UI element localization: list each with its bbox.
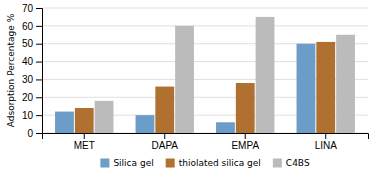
grid-line (42, 8, 368, 9)
grid-line (42, 25, 368, 26)
tick: EMPA (231, 133, 259, 151)
series (75, 42, 335, 133)
tick: 0 (27, 128, 42, 139)
tick-label: EMPA (231, 140, 259, 151)
legend-swatch (273, 159, 282, 168)
legend-swatch (100, 159, 109, 168)
tick-mark (245, 133, 246, 139)
bar (297, 44, 316, 133)
tick-label: 70 (22, 3, 34, 14)
legend-item: Silica gel (100, 158, 153, 168)
bar (75, 108, 94, 133)
legend-item: thiolated silica gel (166, 158, 261, 168)
y-axis: 0 10 20 30 40 50 60 70 (22, 3, 43, 139)
bar (236, 83, 255, 133)
tick-label: DAPA (152, 140, 179, 151)
bar (175, 26, 194, 133)
bar (256, 17, 275, 133)
tick: 20 (22, 92, 42, 103)
chart: 0 10 20 30 40 50 60 70 MET DAPA EMPA LINA Adsorption… (0, 0, 378, 173)
tick-mark (164, 133, 165, 139)
tick-mark (36, 62, 42, 63)
tick: 40 (22, 56, 42, 67)
axis-line (43, 134, 369, 140)
tick: MET (74, 133, 95, 151)
tick-label: 10 (22, 110, 34, 121)
tick-label: LINA (315, 140, 338, 151)
bar (336, 35, 355, 133)
bar (216, 122, 235, 133)
tick-label: 20 (22, 92, 34, 103)
tick-mark (325, 133, 326, 139)
plot: 0 10 20 30 40 50 60 70 MET DAPA EMPA LINA (22, 3, 369, 151)
tick: 70 (22, 3, 42, 14)
bar (136, 115, 155, 133)
series (95, 17, 355, 133)
legend-item: C4BS (273, 158, 310, 168)
tick-label: 30 (22, 74, 34, 85)
axis-line (36, 9, 43, 134)
tick-mark (36, 8, 42, 9)
tick-mark (36, 26, 42, 27)
x-axis: MET DAPA EMPA LINA (43, 133, 369, 151)
tick-label: 50 (22, 38, 34, 49)
y-axis-title: Adsorption Percentage % (6, 13, 16, 127)
tick-label: 0 (27, 128, 33, 139)
tick: 60 (22, 21, 42, 32)
tick-label: 60 (22, 21, 34, 32)
bar (95, 101, 114, 133)
tick: 10 (22, 110, 42, 121)
tick: 30 (22, 74, 42, 85)
tick-mark (84, 133, 85, 139)
tick-mark (36, 97, 42, 98)
legend-swatch (166, 159, 175, 168)
tick-mark (36, 115, 42, 116)
tick-label: 40 (22, 56, 34, 67)
tick: LINA (315, 133, 338, 151)
tick-mark (36, 133, 42, 134)
tick-label: MET (74, 140, 95, 151)
legend-label: Silica gel (113, 158, 153, 168)
legend-label: C4BS (286, 158, 310, 168)
tick: 50 (22, 38, 42, 49)
bars (55, 17, 355, 133)
bar (316, 42, 335, 133)
tick: DAPA (152, 133, 179, 151)
grid (42, 8, 368, 133)
tick-mark (36, 44, 42, 45)
legend-label: thiolated silica gel (179, 158, 261, 168)
legend: Silica gel thiolated silica gel C4BS (100, 158, 309, 168)
tick-mark (36, 79, 42, 80)
bar (55, 112, 74, 133)
bar (155, 87, 174, 133)
